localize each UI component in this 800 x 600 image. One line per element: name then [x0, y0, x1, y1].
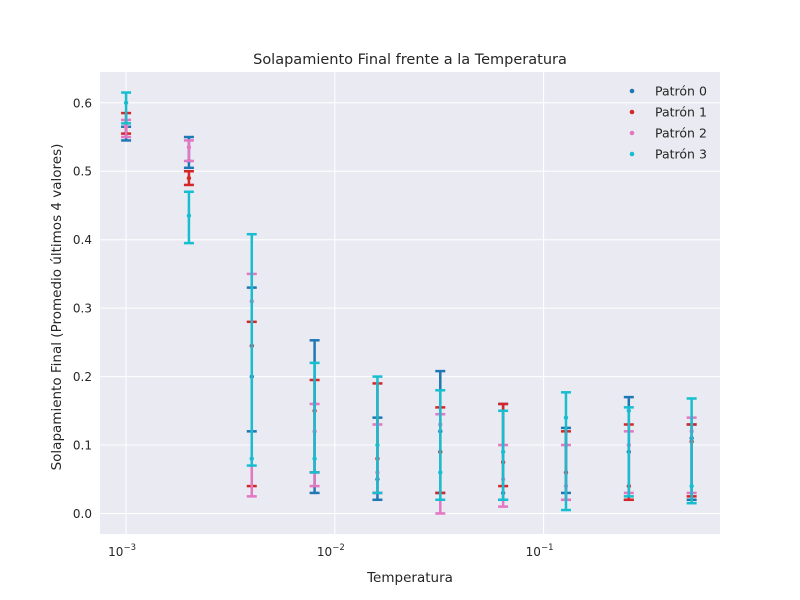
data-point — [500, 449, 506, 455]
data-point — [563, 415, 569, 420]
y-tick-label: 0.1 — [73, 439, 92, 453]
axis-ticks: 0.0 0.1 0.2 0.3 0.4 0.5 0.6 10−3 10−2 10−1 — [73, 96, 554, 559]
data-point — [186, 213, 192, 218]
legend-marker — [629, 109, 635, 115]
y-tick-label: 0.4 — [73, 233, 92, 247]
data-point — [312, 456, 317, 461]
data-point — [375, 442, 380, 448]
legend: Patrón 0 Patrón 1 Patrón 2 Patrón 3 — [629, 84, 707, 162]
legend-label: Patrón 2 — [655, 126, 707, 141]
x-tick-label: 10−3 — [108, 543, 136, 559]
legend-label: Patrón 0 — [655, 84, 707, 99]
data-point — [123, 100, 129, 106]
data-point — [689, 483, 694, 489]
data-point — [626, 408, 632, 413]
data-point — [186, 175, 192, 181]
x-tick-label: 10−1 — [526, 543, 554, 559]
y-tick-label: 0.5 — [73, 165, 92, 179]
x-tick-label: 10−2 — [317, 543, 345, 559]
y-tick-label: 0.0 — [73, 507, 92, 521]
y-tick-label: 0.3 — [73, 302, 92, 316]
y-tick-label: 0.6 — [73, 96, 92, 110]
data-point — [438, 470, 443, 475]
x-axis-label: Temperatura — [366, 570, 453, 586]
error-bars — [121, 91, 697, 515]
legend-marker — [629, 88, 635, 94]
chart-title: Solapamiento Final frente a la Temperatu… — [253, 52, 567, 68]
data-point — [123, 124, 129, 129]
grid-lines — [100, 72, 720, 534]
data-point — [186, 145, 192, 150]
plot-area — [100, 72, 720, 534]
legend-marker — [629, 130, 635, 136]
legend-label: Patrón 1 — [655, 105, 707, 120]
y-tick-label: 0.2 — [73, 370, 92, 384]
legend-marker — [629, 151, 635, 157]
data-point — [249, 456, 254, 461]
y-axis-label: Solapamiento Final (Promedio últimos 4 v… — [49, 144, 65, 471]
legend-label: Patrón 3 — [655, 147, 707, 162]
